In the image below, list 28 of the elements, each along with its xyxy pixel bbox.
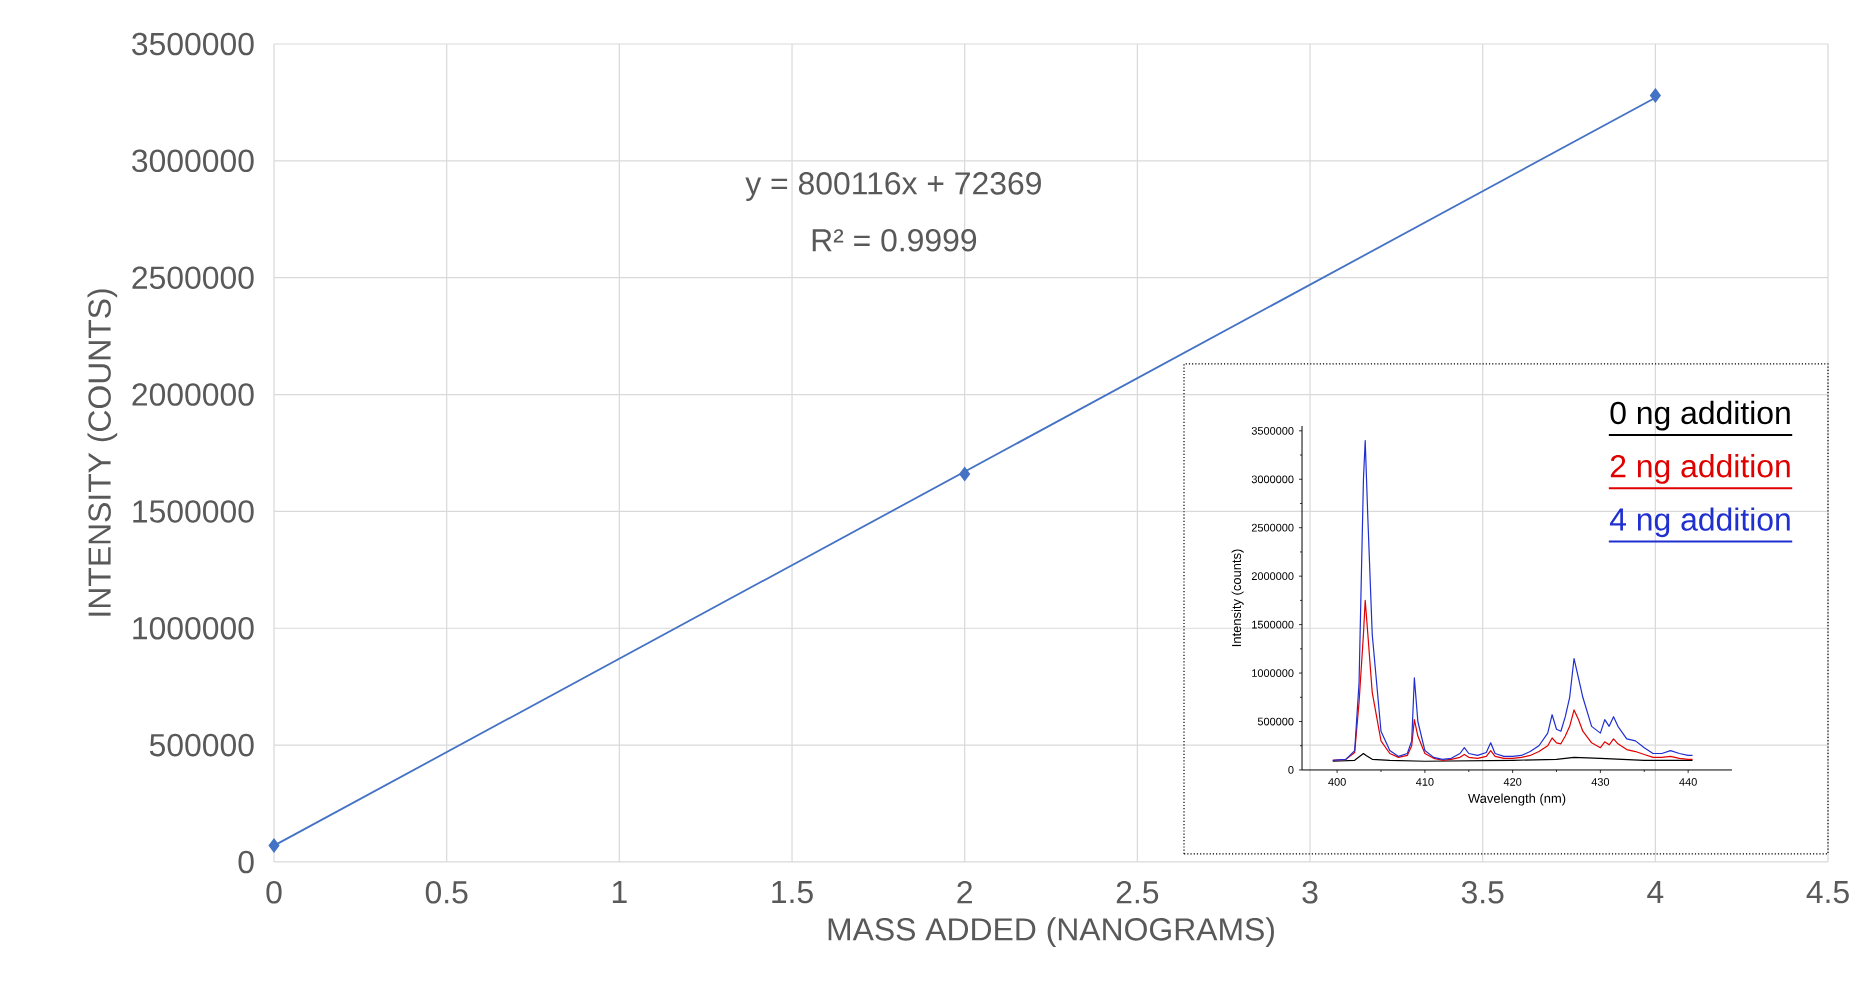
y-tick-label: 3000000 (132, 149, 254, 173)
y-tick-label: 2500000 (132, 266, 254, 289)
y-tick-label: 1000000 (133, 616, 254, 640)
x-tick-label: 0 (266, 881, 282, 904)
annotation: y = 800116x + 72369 (745, 172, 1041, 201)
x-tick-label: 0.5 (425, 881, 468, 904)
x-axis-title: MASS ADDED (NANOGRAMS) (828, 917, 1274, 947)
x-tick-label: 1 (612, 881, 627, 903)
x-tick-label: 2.5 (1116, 881, 1159, 904)
x-tick-label: 4 (1647, 881, 1664, 903)
y-tick-label: 1500000 (133, 500, 254, 523)
x-tick-label: 1.5 (772, 881, 813, 904)
annotation: R² = 0.9999 (812, 229, 977, 252)
point (959, 467, 971, 481)
y-tick-label: 3500000 (132, 32, 254, 56)
y-tick-label: 0 (238, 850, 254, 874)
y-tick-label: 2000000 (132, 383, 254, 406)
x-tick-label: 4.5 (1806, 881, 1849, 904)
x-tick-label: 3 (1302, 881, 1318, 904)
text: 2 ng addition (1610, 454, 1790, 484)
point (1649, 88, 1661, 103)
x-tick-label: 3.5 (1461, 881, 1504, 904)
point (268, 838, 280, 853)
y-axis-title: INTENSITY (COUNTS) (87, 289, 118, 616)
text: 4 ng addition (1609, 507, 1790, 538)
x-tick-label: 2 (957, 881, 972, 904)
y-tick-label: 500000 (149, 733, 254, 757)
text: 0 ng addition (1610, 400, 1790, 431)
